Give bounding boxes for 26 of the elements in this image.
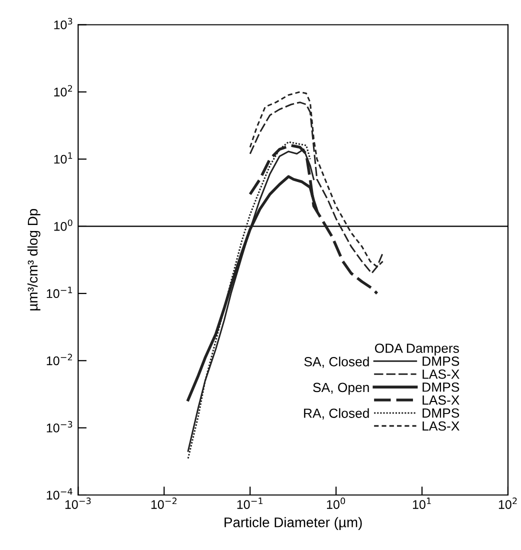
annotation: RA, Closed [304, 408, 369, 420]
x-tick-label: 10$^{1}$ [412, 498, 431, 509]
legend-label: DMPS [422, 382, 460, 392]
y-tick-label: 10$^{−4}$ [46, 488, 72, 500]
x-tick-label: 10$^{−1}$ [237, 498, 263, 509]
annotation: SA, Closed [304, 356, 369, 368]
x-tick-label: 10$^{−2}$ [151, 498, 176, 509]
y-tick-label: 10$^{1}$ [54, 152, 72, 164]
y-tick-label: 10$^{−3}$ [46, 420, 72, 432]
legend-label: DMPS [422, 408, 460, 418]
legend-label: LAS-X [422, 395, 460, 405]
y-tick-label: 10$^{2}$ [54, 85, 72, 96]
y-tick-label: 10$^{−2}$ [46, 354, 72, 366]
legend-title: ODA Dampers [374, 344, 459, 356]
x-tick-label: 10$^{2}$ [498, 498, 517, 509]
annotation: SA, Open [313, 382, 369, 395]
legend-label: LAS-X [422, 370, 460, 379]
x-tick-label: 10$^{0}$ [327, 498, 346, 509]
x-tick-label: 10$^{−3}$ [65, 498, 91, 509]
legend-label: DMPS [422, 356, 460, 366]
y-axis-title: µm³/cm³ dlog Dp [27, 208, 40, 310]
y-tick-label: 10$^{−1}$ [46, 286, 72, 298]
legend-label: LAS-X [422, 421, 460, 431]
y-tick-label: 10$^{0}$ [54, 219, 72, 231]
y-tick-label: 10$^{3}$ [54, 18, 72, 30]
x-axis-title: Particle Diameter (µm) [224, 517, 362, 530]
